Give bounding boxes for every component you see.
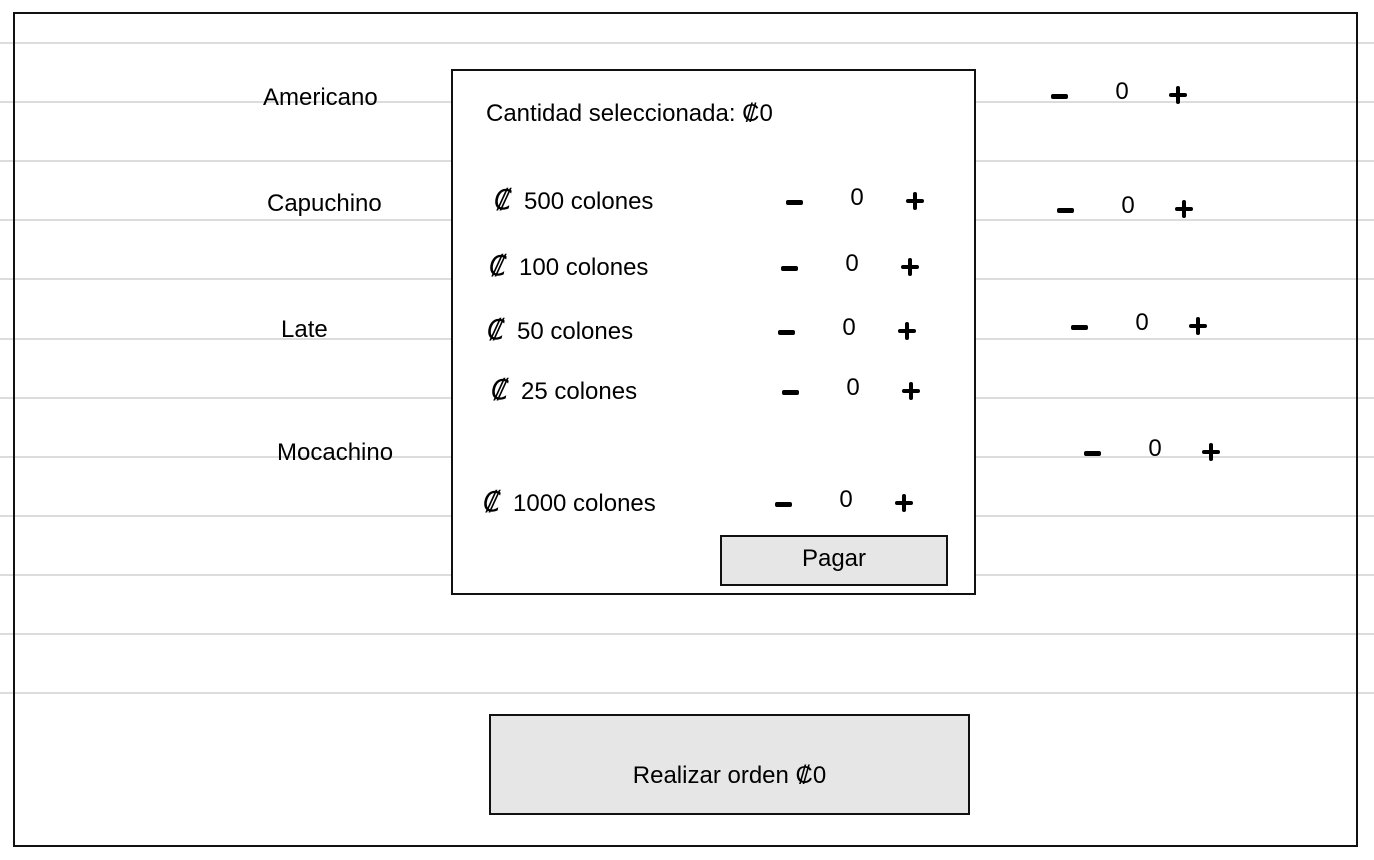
plus-icon[interactable] — [898, 322, 916, 340]
rule-line — [0, 633, 1374, 635]
minus-icon[interactable] — [775, 502, 792, 507]
rule-line — [0, 42, 1374, 44]
minus-icon[interactable] — [1057, 208, 1074, 213]
coin-label-100: ₡ 100 colones — [489, 252, 648, 282]
window-frame — [13, 12, 1358, 847]
coin-label-text: 25 colones — [521, 378, 638, 405]
plus-icon[interactable] — [1169, 86, 1187, 104]
coin-label-25: ₡ 25 colones — [491, 376, 637, 406]
coin-stepper-100: 0 — [781, 250, 931, 290]
minus-icon[interactable] — [1051, 94, 1068, 99]
coin-label-text: 50 colones — [517, 318, 634, 345]
coin-count-25: 0 — [846, 374, 860, 401]
coin-count-100: 0 — [845, 250, 859, 277]
plus-icon[interactable] — [902, 382, 920, 400]
minus-icon[interactable] — [778, 330, 795, 335]
colon-sign-icon: ₡ — [491, 373, 509, 406]
colon-sign-icon: ₡ — [487, 313, 505, 346]
quantity-stepper-americano: 0 — [1051, 78, 1201, 118]
coin-label-50: ₡ 50 colones — [487, 316, 633, 346]
selected-amount-label: Cantidad seleccionada: ₡0 — [486, 100, 773, 127]
drink-label-americano: Americano — [263, 84, 378, 111]
plus-icon[interactable] — [906, 192, 924, 210]
plus-icon[interactable] — [895, 494, 913, 512]
coin-stepper-500: 0 — [786, 184, 936, 224]
pay-button[interactable]: Pagar — [720, 535, 948, 586]
quantity-stepper-late: 0 — [1071, 309, 1221, 349]
minus-icon[interactable] — [782, 390, 799, 395]
rule-line — [0, 692, 1374, 694]
drink-label-mocachino: Mocachino — [277, 439, 394, 466]
quantity-stepper-capuchino: 0 — [1057, 192, 1207, 232]
quantity-value-capuchino: 0 — [1121, 192, 1135, 219]
drink-label-capuchino: Capuchino — [267, 190, 382, 217]
plus-icon[interactable] — [901, 258, 919, 276]
place-order-button[interactable]: Realizar orden ₡0 — [489, 714, 970, 815]
quantity-value-mocachino: 0 — [1148, 435, 1162, 462]
coin-stepper-50: 0 — [778, 314, 928, 354]
minus-icon[interactable] — [1084, 451, 1101, 456]
quantity-value-late: 0 — [1135, 309, 1149, 336]
plus-icon[interactable] — [1202, 443, 1220, 461]
coin-label-text: 100 colones — [519, 254, 649, 281]
colon-sign-icon: ₡ — [494, 183, 512, 216]
quantity-stepper-mocachino: 0 — [1084, 435, 1234, 475]
minus-icon[interactable] — [1071, 325, 1088, 330]
colon-sign-icon: ₡ — [483, 485, 501, 518]
plus-icon[interactable] — [1175, 200, 1193, 218]
coin-count-50: 0 — [842, 314, 856, 341]
coin-stepper-25: 0 — [782, 374, 932, 414]
drink-label-late: Late — [281, 316, 328, 343]
coin-stepper-1000: 0 — [775, 486, 925, 526]
coin-count-500: 0 — [850, 184, 864, 211]
minus-icon[interactable] — [786, 200, 803, 205]
coin-label-500: ₡ 500 colones — [494, 186, 653, 216]
quantity-value-americano: 0 — [1115, 78, 1129, 105]
coin-label-1000: ₡ 1000 colones — [483, 488, 656, 518]
coin-count-1000: 0 — [839, 486, 853, 513]
minus-icon[interactable] — [781, 266, 798, 271]
payment-dialog: Cantidad seleccionada: ₡0 ₡ 500 colones 0… — [451, 69, 976, 595]
plus-icon[interactable] — [1189, 317, 1207, 335]
colon-sign-icon: ₡ — [489, 249, 507, 282]
coin-label-text: 500 colones — [524, 188, 654, 215]
coin-label-text: 1000 colones — [513, 490, 656, 517]
